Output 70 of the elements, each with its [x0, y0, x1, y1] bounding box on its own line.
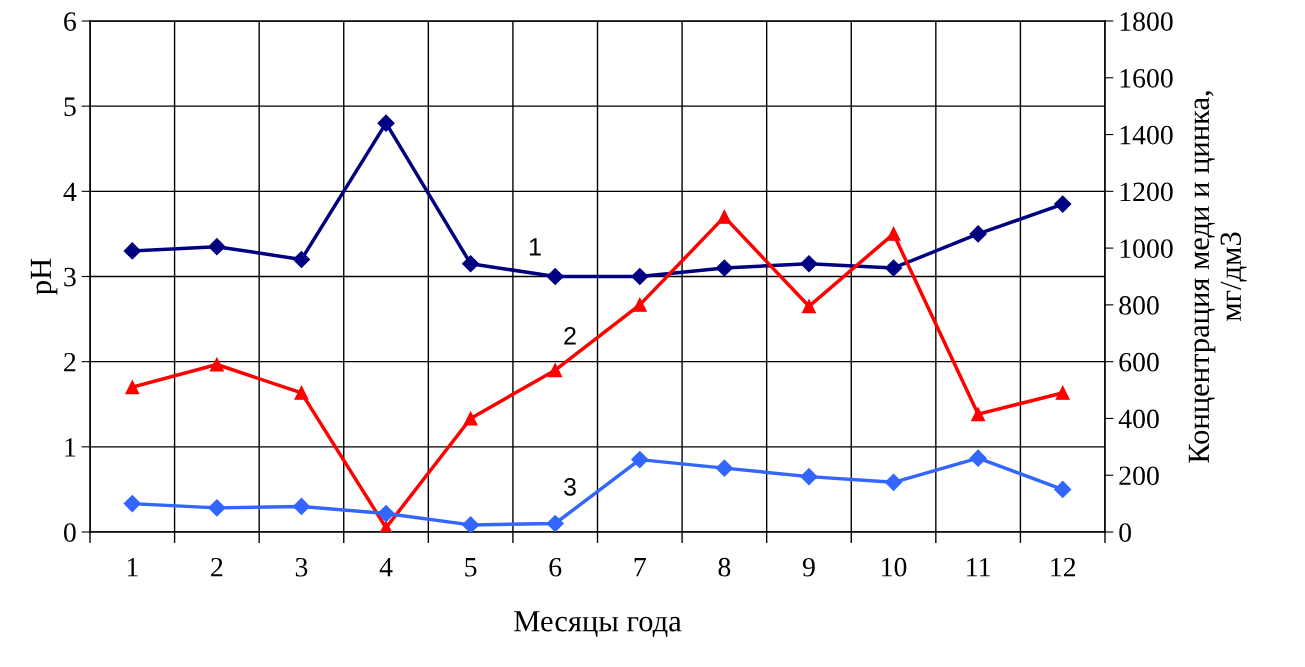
y-tick-label: 4 — [63, 182, 77, 201]
x-tick-label: 7 — [634, 558, 646, 577]
y2-tick-label: 200 — [1119, 466, 1159, 486]
point — [377, 504, 395, 523]
y-tick-label: 5 — [64, 97, 76, 117]
y-tick-label: 6 — [64, 12, 76, 31]
x-axis-title: Месяцы года — [514, 611, 682, 638]
point — [546, 267, 564, 286]
point — [886, 226, 901, 241]
y-tick-label: 1 — [65, 438, 76, 457]
point — [462, 255, 480, 273]
y-tick-label: 0 — [63, 523, 76, 542]
y2-tick-label: 600 — [1119, 352, 1159, 372]
x-tick-label: 11 — [967, 557, 990, 577]
point — [1054, 480, 1072, 498]
point — [800, 255, 818, 273]
point — [462, 516, 480, 532]
y2-tick-label: 1400 — [1120, 125, 1173, 145]
point — [1054, 195, 1072, 213]
point — [971, 407, 986, 422]
point — [631, 451, 649, 469]
point — [800, 468, 818, 486]
y2-tick-label: 1200 — [1120, 182, 1173, 202]
point — [208, 499, 226, 517]
y2-tick-label: 1000 — [1120, 239, 1173, 259]
point — [123, 242, 141, 260]
point — [884, 259, 903, 277]
point — [377, 114, 395, 132]
point — [884, 473, 903, 491]
annotation: 1 — [529, 238, 541, 256]
point — [717, 209, 732, 224]
y2-tick-label: 0 — [1119, 523, 1132, 542]
point — [123, 495, 141, 513]
y2-tick-label: 1800 — [1120, 12, 1173, 31]
point — [125, 380, 140, 395]
y2-tick-label: 400 — [1118, 409, 1159, 429]
point — [209, 357, 224, 372]
point — [715, 259, 733, 277]
x-tick-label: 1 — [127, 557, 138, 577]
x-tick-label: 8 — [718, 557, 731, 577]
y-tick-label: 2 — [64, 352, 76, 372]
point — [294, 385, 309, 400]
point — [715, 459, 733, 477]
point — [548, 363, 563, 378]
point — [208, 238, 226, 256]
point — [292, 250, 311, 269]
point — [546, 514, 564, 532]
y2-tick-label: 1600 — [1120, 68, 1173, 88]
x-tick-label: 4 — [379, 557, 393, 577]
annotation: 2 — [564, 327, 576, 345]
point — [1055, 385, 1070, 400]
y-axis-title: pH — [30, 258, 58, 295]
point — [802, 299, 816, 314]
point — [969, 225, 987, 243]
point — [463, 411, 478, 426]
point — [292, 497, 311, 516]
x-tick-label: 2 — [211, 557, 223, 577]
x-tick-label: 5 — [465, 558, 477, 577]
point — [632, 297, 647, 312]
point — [631, 267, 649, 286]
x-tick-label: 12 — [1051, 557, 1076, 577]
x-tick-label: 6 — [549, 557, 562, 577]
x-tick-label: 10 — [882, 557, 907, 577]
y2-tick-label: 800 — [1119, 296, 1159, 315]
y2-axis-title: Концентрация меди и цинка, мг/дм3 — [1188, 91, 1247, 463]
annotation: 3 — [564, 478, 576, 496]
y-tick-label: 3 — [64, 267, 76, 287]
point — [969, 449, 987, 467]
x-tick-label: 9 — [802, 557, 815, 577]
x-tick-label: 3 — [295, 557, 308, 577]
